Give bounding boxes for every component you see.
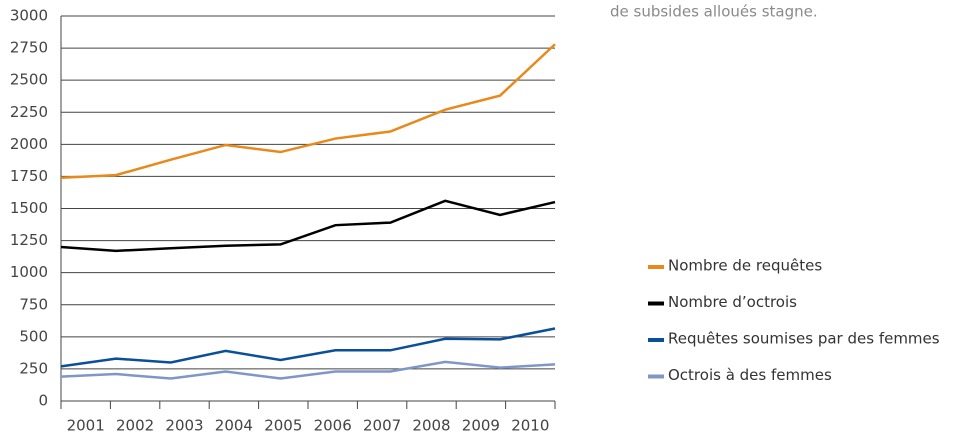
series-line xyxy=(60,360,556,380)
legend-label: Nombre d’octrois xyxy=(668,293,797,311)
legend-swatch xyxy=(648,338,664,342)
y-tick-label: 0 xyxy=(38,392,48,410)
x-tick-label: 2009 xyxy=(462,417,500,435)
x-tick-label: 2003 xyxy=(165,417,203,435)
y-tick-label: 1000 xyxy=(10,263,48,281)
legend-label: Requêtes soumises par des femmes xyxy=(668,330,940,348)
series-line xyxy=(60,43,556,179)
legend-label: Octrois à des femmes xyxy=(668,366,832,384)
y-tick-label: 1500 xyxy=(10,199,48,217)
legend-swatch xyxy=(648,374,664,379)
series-line xyxy=(60,199,556,253)
x-tick-label: 2007 xyxy=(363,417,401,435)
x-tick-label: 2006 xyxy=(314,417,352,435)
y-tick-label: 2500 xyxy=(10,71,48,89)
y-tick-label: 3000 xyxy=(10,7,48,25)
y-tick-label: 2250 xyxy=(10,103,48,121)
x-tick-label: 2010 xyxy=(511,417,549,435)
series-line xyxy=(60,327,556,368)
y-tick-label: 2750 xyxy=(10,39,48,57)
legend-label: Nombre de requêtes xyxy=(668,257,822,275)
legend-swatch xyxy=(648,301,664,306)
y-tick-label: 1750 xyxy=(10,167,48,185)
x-tick-label: 2002 xyxy=(116,417,154,435)
y-tick-label: 250 xyxy=(19,359,48,377)
y-tick-label: 1250 xyxy=(10,231,48,249)
y-tick-label: 750 xyxy=(19,295,48,313)
x-tick-label: 2004 xyxy=(215,417,253,435)
x-tick-label: 2005 xyxy=(264,417,302,435)
legend-swatch xyxy=(648,265,664,269)
annotation: de subsides alloués stagne. xyxy=(610,3,818,21)
y-tick-label: 500 xyxy=(19,327,48,345)
y-tick-label: 2000 xyxy=(10,135,48,153)
x-tick-label: 2008 xyxy=(412,417,450,435)
x-tick-label: 2001 xyxy=(67,417,105,435)
